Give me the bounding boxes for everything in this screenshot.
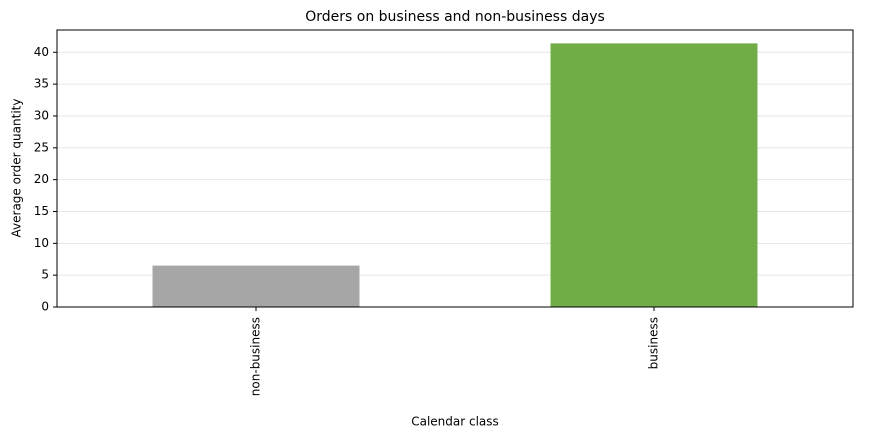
- y-tick-label: 35: [34, 77, 49, 91]
- chart-title: Orders on business and non-business days: [305, 9, 605, 25]
- y-tick-label: 20: [34, 172, 49, 186]
- plot-frame: [56, 29, 854, 308]
- bar: [550, 43, 758, 308]
- y-axis-label: Average order quantity: [10, 99, 24, 238]
- y-tick-label: 0: [41, 300, 49, 314]
- y-tick-label: 30: [34, 108, 49, 122]
- y-tick-label: 25: [34, 140, 49, 154]
- x-tick-label: non-business: [249, 317, 263, 396]
- bar: [152, 265, 360, 307]
- x-tick-label: business: [647, 317, 661, 369]
- y-tick-label: 5: [41, 268, 49, 282]
- x-axis-label: Calendar class: [411, 415, 499, 429]
- y-tick-label: 40: [34, 45, 49, 59]
- y-tick-label: 10: [34, 236, 49, 250]
- y-tick-label: 15: [34, 204, 49, 218]
